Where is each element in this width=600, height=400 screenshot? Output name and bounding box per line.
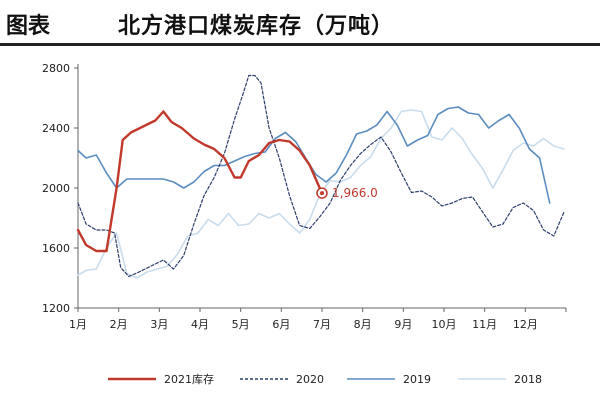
legend-label-2019: 2019 — [403, 373, 431, 386]
annotation-marker-dot — [320, 191, 324, 196]
x-tick-label: 11月 — [472, 318, 497, 331]
legend-label-2018: 2018 — [514, 373, 542, 386]
x-tick-label: 1月 — [69, 318, 87, 331]
annotation-layer: 1,966.0 — [316, 186, 378, 200]
legend: 2021库存 2020 2019 2018 — [108, 372, 542, 386]
legend-label-2021库存: 2021库存 — [164, 372, 214, 386]
header-rule — [0, 43, 600, 46]
y-tick-label: 1200 — [42, 302, 70, 315]
x-tick-label: 6月 — [272, 318, 290, 331]
figure-label: 图表 — [6, 13, 51, 39]
x-tick-label: 12月 — [513, 318, 538, 331]
x-tick-label: 4月 — [191, 318, 209, 331]
x-tick-label: 9月 — [394, 318, 412, 331]
x-tick-label: 7月 — [313, 318, 331, 331]
axes: 1200 1600 2000 2400 2800 1月 2月 3月 4月 5月 6月 7月 8月 9月 10… — [42, 62, 567, 331]
chart-title: 北方港口煤炭库存（万吨） — [118, 13, 395, 39]
series-line-2020 — [77, 74, 565, 278]
figure-header: 图表 北方港口煤炭库存（万吨） — [0, 0, 600, 46]
x-tick-label: 5月 — [232, 318, 250, 331]
series-line-2019 — [77, 106, 551, 204]
series-line-2021库存 — [76, 110, 324, 253]
x-tick-label: 10月 — [432, 318, 457, 331]
series-layer — [76, 74, 565, 279]
x-tick-label: 3月 — [150, 318, 168, 331]
y-tick-label: 1600 — [42, 242, 70, 255]
y-tick-label: 2000 — [42, 182, 70, 195]
y-tick-label: 2400 — [42, 122, 70, 135]
x-tick-label: 2月 — [110, 318, 128, 331]
x-tick-label: 8月 — [354, 318, 372, 331]
annotation-label: 1,966.0 — [332, 186, 378, 200]
legend-label-2020: 2020 — [296, 373, 324, 386]
y-tick-label: 2800 — [42, 62, 70, 75]
